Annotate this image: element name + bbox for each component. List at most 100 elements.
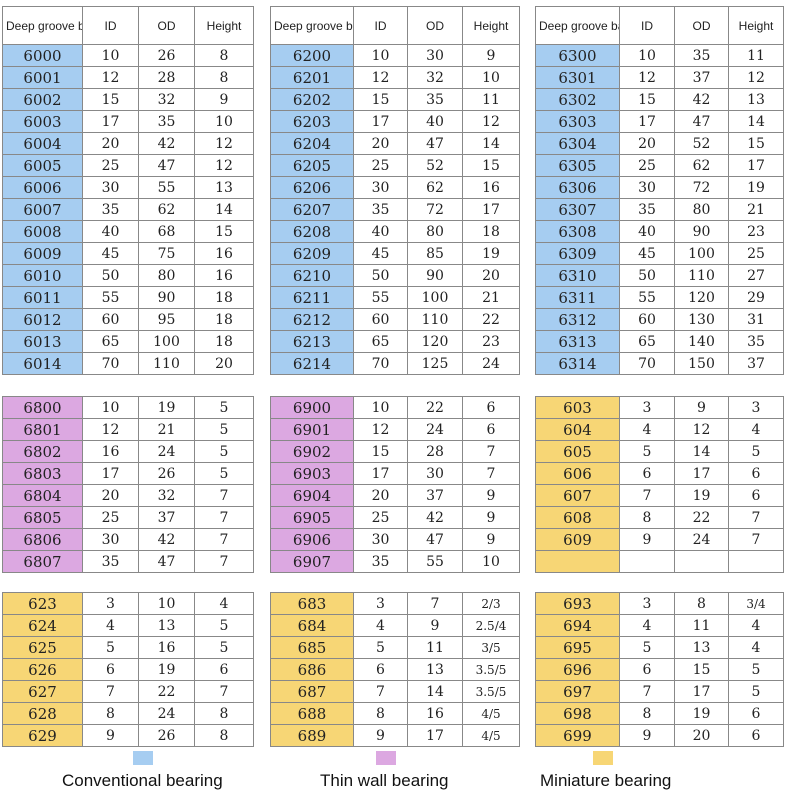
height-cell: 5 xyxy=(194,440,254,463)
height-cell: 5 xyxy=(194,418,254,441)
id-cell: 4 xyxy=(619,418,675,441)
height-cell: 7 xyxy=(194,528,254,551)
od-cell: 47 xyxy=(407,132,463,155)
height-cell: 2/3 xyxy=(462,592,520,615)
height-cell: 29 xyxy=(728,286,784,309)
od-cell: 42 xyxy=(138,528,195,551)
height-cell: 9 xyxy=(194,88,254,111)
od-cell: 85 xyxy=(407,242,463,265)
table-row: 6203 17 40 12 xyxy=(270,110,520,133)
model-cell: 686 xyxy=(270,658,354,681)
id-cell: 3 xyxy=(353,592,408,615)
table-row: 629 9 26 8 xyxy=(2,724,254,747)
model-cell: 626 xyxy=(2,658,83,681)
od-cell: 15 xyxy=(674,658,729,681)
od-cell: 110 xyxy=(138,352,195,375)
model-cell: 6313 xyxy=(535,330,620,353)
model-cell: 684 xyxy=(270,614,354,637)
od-cell: 35 xyxy=(138,110,195,133)
id-cell: 15 xyxy=(353,440,408,463)
id-cell: 12 xyxy=(619,66,675,89)
model-cell: 6005 xyxy=(2,154,83,177)
od-cell: 80 xyxy=(674,198,729,221)
model-cell: 6011 xyxy=(2,286,83,309)
id-cell: 6 xyxy=(82,658,139,681)
model-cell: 6007 xyxy=(2,198,83,221)
table-row: 693 3 8 3/4 xyxy=(535,592,784,615)
id-cell: 50 xyxy=(353,264,408,287)
id-cell xyxy=(619,550,675,573)
id-cell: 5 xyxy=(82,636,139,659)
id-cell: 60 xyxy=(82,308,139,331)
height-cell: 22 xyxy=(462,308,520,331)
id-cell: 8 xyxy=(82,702,139,725)
table-row: 6214 70 125 24 xyxy=(270,352,520,375)
model-cell: 6008 xyxy=(2,220,83,243)
table-row: 685 5 11 3/5 xyxy=(270,636,520,659)
od-cell: 20 xyxy=(674,724,729,747)
table-row: 6906 30 47 9 xyxy=(270,528,520,551)
model-cell: 6805 xyxy=(2,506,83,529)
table-row: 6006 30 55 13 xyxy=(2,176,254,199)
height-cell: 3.5/5 xyxy=(462,680,520,703)
height-cell: 8 xyxy=(194,44,254,67)
model-cell: 6205 xyxy=(270,154,354,177)
height-cell: 17 xyxy=(728,154,784,177)
table-row: 6801 12 21 5 xyxy=(2,418,254,441)
table-row: 6804 20 32 7 xyxy=(2,484,254,507)
model-cell: 6004 xyxy=(2,132,83,155)
model-cell: 6807 xyxy=(2,550,83,573)
height-cell: 13 xyxy=(728,88,784,111)
id-cell: 8 xyxy=(619,702,675,725)
model-cell: 6201 xyxy=(270,66,354,89)
table-row: 6013 65 100 18 xyxy=(2,330,254,353)
table-row: 6208 40 80 18 xyxy=(270,220,520,243)
model-cell: 6905 xyxy=(270,506,354,529)
model-cell: 6314 xyxy=(535,352,620,375)
model-cell: 6904 xyxy=(270,484,354,507)
id-cell: 30 xyxy=(619,176,675,199)
table-row xyxy=(535,550,784,573)
table-row: 697 7 17 5 xyxy=(535,680,784,703)
id-cell: 4 xyxy=(82,614,139,637)
model-cell: 6907 xyxy=(270,550,354,573)
od-cell: 13 xyxy=(138,614,195,637)
od-cell: 14 xyxy=(674,440,729,463)
height-cell: 5 xyxy=(728,680,784,703)
model-cell: 683 xyxy=(270,592,354,615)
od-cell: 11 xyxy=(674,614,729,637)
id-cell: 8 xyxy=(353,702,408,725)
model-cell: 6903 xyxy=(270,462,354,485)
table-row: 6802 16 24 5 xyxy=(2,440,254,463)
id-cell: 10 xyxy=(82,396,139,419)
table-row: 6312 60 130 31 xyxy=(535,308,784,331)
id-cell: 20 xyxy=(619,132,675,155)
height-cell: 12 xyxy=(194,154,254,177)
height-cell: 18 xyxy=(194,286,254,309)
od-cell: 62 xyxy=(138,198,195,221)
table-row: 604 4 12 4 xyxy=(535,418,784,441)
conventional-table-60xx: Deep groove ball bearingIDODHeight600010… xyxy=(2,6,254,375)
id-cell: 16 xyxy=(82,440,139,463)
table-row: 609 9 24 7 xyxy=(535,528,784,551)
legend-label-conventional: Conventional bearing xyxy=(62,771,223,790)
table-row: 698 8 19 6 xyxy=(535,702,784,725)
id-cell: 15 xyxy=(353,88,408,111)
model-cell: 6001 xyxy=(2,66,83,89)
model-cell: 625 xyxy=(2,636,83,659)
height-cell: 4/5 xyxy=(462,702,520,725)
model-cell: 6310 xyxy=(535,264,620,287)
height-cell: 10 xyxy=(462,550,520,573)
model-cell: 6307 xyxy=(535,198,620,221)
height-cell: 7 xyxy=(728,528,784,551)
id-cell: 65 xyxy=(619,330,675,353)
model-cell: 6208 xyxy=(270,220,354,243)
height-cell: 2.5/4 xyxy=(462,614,520,637)
model-cell: 6303 xyxy=(535,110,620,133)
id-cell: 35 xyxy=(82,198,139,221)
model-cell: 6901 xyxy=(270,418,354,441)
model-cell: 687 xyxy=(270,680,354,703)
id-header: ID xyxy=(619,6,675,45)
od-header: OD xyxy=(674,6,729,45)
height-header: Height xyxy=(462,6,520,45)
